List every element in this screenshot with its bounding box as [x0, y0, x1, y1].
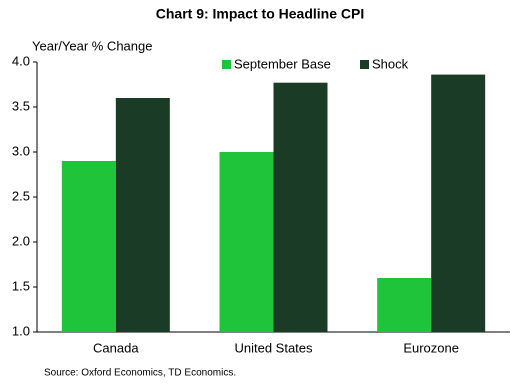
y-tick-label: 1.0 — [12, 323, 30, 338]
y-tick-label: 2.5 — [12, 188, 30, 203]
chart-title: Chart 9: Impact to Headline CPI — [156, 6, 364, 22]
y-axis-label: Year/Year % Change — [32, 38, 152, 53]
legend-swatch — [360, 60, 369, 69]
bar — [219, 152, 274, 332]
bar — [377, 278, 432, 332]
y-tick-label: 2.0 — [12, 233, 30, 248]
bar — [273, 82, 328, 332]
y-tick-label: 3.0 — [12, 143, 30, 158]
source-note: Source: Oxford Economics, TD Economics. — [44, 368, 236, 379]
legend-swatch — [222, 60, 231, 69]
bar — [115, 98, 170, 332]
x-tick-label: Eurozone — [403, 340, 459, 355]
y-tick-label: 1.5 — [12, 278, 30, 293]
x-tick-label: Canada — [93, 340, 139, 355]
bar — [431, 74, 486, 332]
legend-label: September Base — [234, 56, 331, 71]
bar — [61, 161, 116, 332]
x-tick-label: United States — [234, 340, 313, 355]
y-tick-label: 3.5 — [12, 98, 30, 113]
y-tick-label: 4.0 — [12, 53, 30, 68]
legend-label: Shock — [372, 56, 409, 71]
